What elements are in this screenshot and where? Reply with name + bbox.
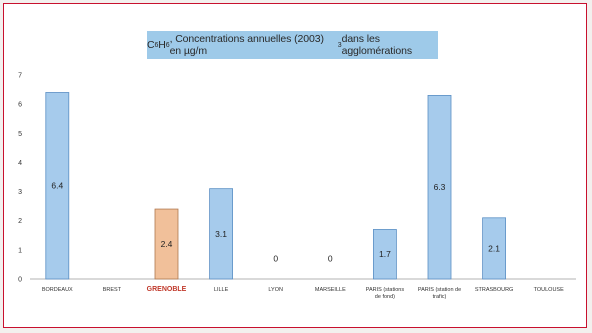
title-formula-c: C [147,39,155,51]
data-label: 0 [328,254,333,264]
y-tick-label: 1 [18,247,22,254]
x-category-label: PARIS (stations [366,287,405,293]
x-category-label: LILLE [214,287,229,293]
title-unit-exponent: 3 [337,41,342,49]
x-category-label: STRASBOURG [475,287,514,293]
y-tick-label: 0 [18,277,22,284]
x-category-label: de fond) [375,294,395,300]
title-formula-sub: 6 [165,41,170,49]
data-label: 3.1 [215,229,227,239]
data-label: 6.4 [51,181,63,191]
x-category-label: PARIS (station de [418,287,461,293]
y-tick-label: 2 [18,218,22,225]
x-category-label: TOULOUSE [534,287,564,293]
x-category-label: GRENOBLE [147,286,187,293]
data-label: 6.3 [434,182,446,192]
y-tick-label: 5 [18,131,22,138]
title-text-end: dans les agglomérations [341,33,413,57]
y-tick-label: 3 [18,189,22,196]
y-tick-label: 7 [18,73,22,80]
x-category-label: BORDEAUX [42,287,73,293]
bar [372,229,397,280]
x-category-label: BREST [103,287,122,293]
bar [45,92,70,280]
bar [427,95,452,280]
y-tick-label: 6 [18,102,22,109]
bar [154,208,179,280]
data-label: 0 [273,254,278,264]
data-label: 1.7 [379,249,391,259]
bar [209,188,234,280]
data-label: 2.1 [488,243,500,253]
bar [482,217,507,280]
x-category-label: MARSEILLE [315,287,346,293]
title-formula-sub: 6 [154,41,159,49]
data-label: 2.4 [161,239,173,249]
x-category-label: trafic) [433,294,447,300]
y-tick-label: 4 [18,160,22,167]
title-formula-h: H [158,39,166,51]
x-category-label: LYON [268,287,283,293]
title-text: , Concentrations annuelles (2003) en µg/… [169,33,324,57]
